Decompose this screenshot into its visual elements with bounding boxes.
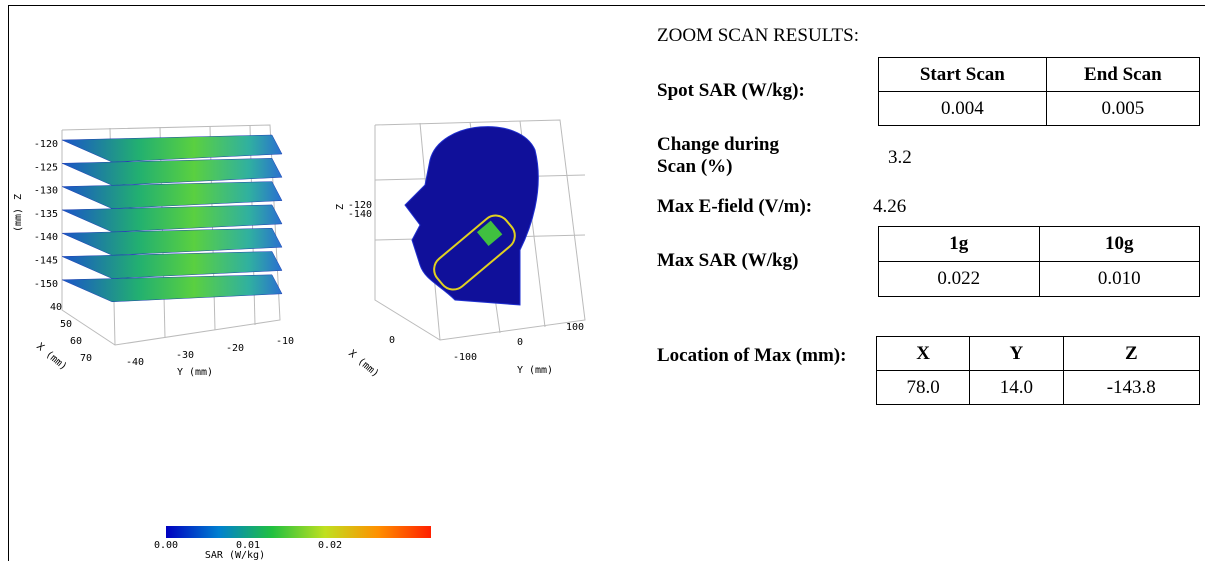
value-cell: 78.0 — [875, 370, 971, 405]
figures: -120 -125 -130 -135 -140 -145 -150 Z (mm) 40 50 60 7… — [13, 119, 586, 561]
header-cell: 10g — [1038, 226, 1200, 262]
colorbar-tick-label: 0.01 — [236, 540, 260, 551]
results-title: ZOOM SCAN RESULTS: — [657, 25, 860, 46]
spot-sar-table: Start Scan End Scan 0.004 0.005 — [878, 57, 1201, 126]
value-cell: -143.8 — [1062, 370, 1201, 405]
z-tick-label: -125 — [34, 162, 58, 173]
location-label: Location of Max (mm): — [657, 345, 847, 366]
x-tick-label: 50 — [60, 319, 72, 330]
y-tick-label: -10 — [276, 336, 294, 347]
max-sar-label: Max SAR (W/kg) — [657, 250, 799, 271]
phone-outline — [433, 214, 516, 291]
y-tick-label: -20 — [226, 343, 244, 354]
colorbar-label: SAR (W/kg) — [205, 550, 265, 561]
header-cell: X — [875, 336, 971, 371]
sar-layer — [61, 251, 283, 279]
spot-sar-label: Spot SAR (W/kg): — [657, 80, 805, 101]
y-tick-label: 0 — [517, 337, 523, 348]
x-tick-label: 0 — [389, 335, 395, 346]
z-tick-label: -120 — [348, 200, 372, 211]
x-tick-label: 40 — [50, 302, 62, 313]
max-e-value: 4.26 — [873, 196, 907, 217]
z-axis-label: Z — [13, 194, 24, 200]
z-tick-label: -140 — [348, 209, 372, 220]
x-tick-label: 60 — [70, 336, 82, 347]
max-sar-table: 1g 10g 0.022 0.010 — [878, 226, 1200, 297]
z-axis-label: Z — [335, 204, 346, 210]
colorbar-tick-label: 0.00 — [154, 540, 178, 551]
sar-layer — [61, 158, 283, 186]
colorbar — [166, 526, 431, 538]
sar-layer — [61, 204, 283, 233]
y-axis-label: Y (mm) — [177, 367, 213, 378]
z-tick-label: -145 — [34, 256, 58, 267]
sar-layer — [61, 134, 283, 163]
sar-layers — [61, 134, 283, 303]
header-cell: Z — [1062, 336, 1201, 371]
value-cell: 0.004 — [878, 91, 1047, 126]
sar-layer — [61, 227, 283, 256]
y-tick-label: 100 — [566, 322, 584, 333]
value-cell: 0.022 — [878, 261, 1040, 297]
max-e-label: Max E-field (V/m): — [657, 196, 813, 217]
sar-layer — [61, 181, 283, 209]
z-axis-unit: (mm) — [13, 208, 24, 232]
value-cell: 0.005 — [1045, 91, 1201, 126]
change-label: Change during Scan (%) — [657, 134, 779, 177]
value-cell: 0.010 — [1038, 261, 1200, 297]
x-axis-label: X (mm) — [34, 341, 69, 373]
value-cell: 14.0 — [969, 370, 1064, 405]
x-tick-label: 70 — [80, 353, 92, 364]
z-tick-label: -140 — [34, 232, 58, 243]
left-border — [8, 5, 9, 561]
z-tick-label: -150 — [34, 279, 58, 290]
change-value: 3.2 — [888, 147, 912, 168]
header-cell: End Scan — [1045, 57, 1201, 92]
sar-layer — [61, 274, 283, 303]
header-cell: Y — [969, 336, 1064, 371]
z-tick-label: -120 — [34, 139, 58, 150]
header-cell: Start Scan — [878, 57, 1047, 92]
z-tick-label: -135 — [34, 209, 58, 220]
colorbar-tick-label: 0.02 — [318, 540, 342, 551]
z-tick-label: -130 — [34, 186, 58, 197]
y-tick-label: -100 — [453, 352, 477, 363]
header-cell: 1g — [878, 226, 1040, 262]
x-axis-label: X (mm) — [346, 348, 381, 380]
top-border — [8, 5, 1205, 6]
y-tick-label: -40 — [126, 357, 144, 368]
y-tick-label: -30 — [176, 350, 194, 361]
y-axis-label: Y (mm) — [517, 365, 553, 376]
